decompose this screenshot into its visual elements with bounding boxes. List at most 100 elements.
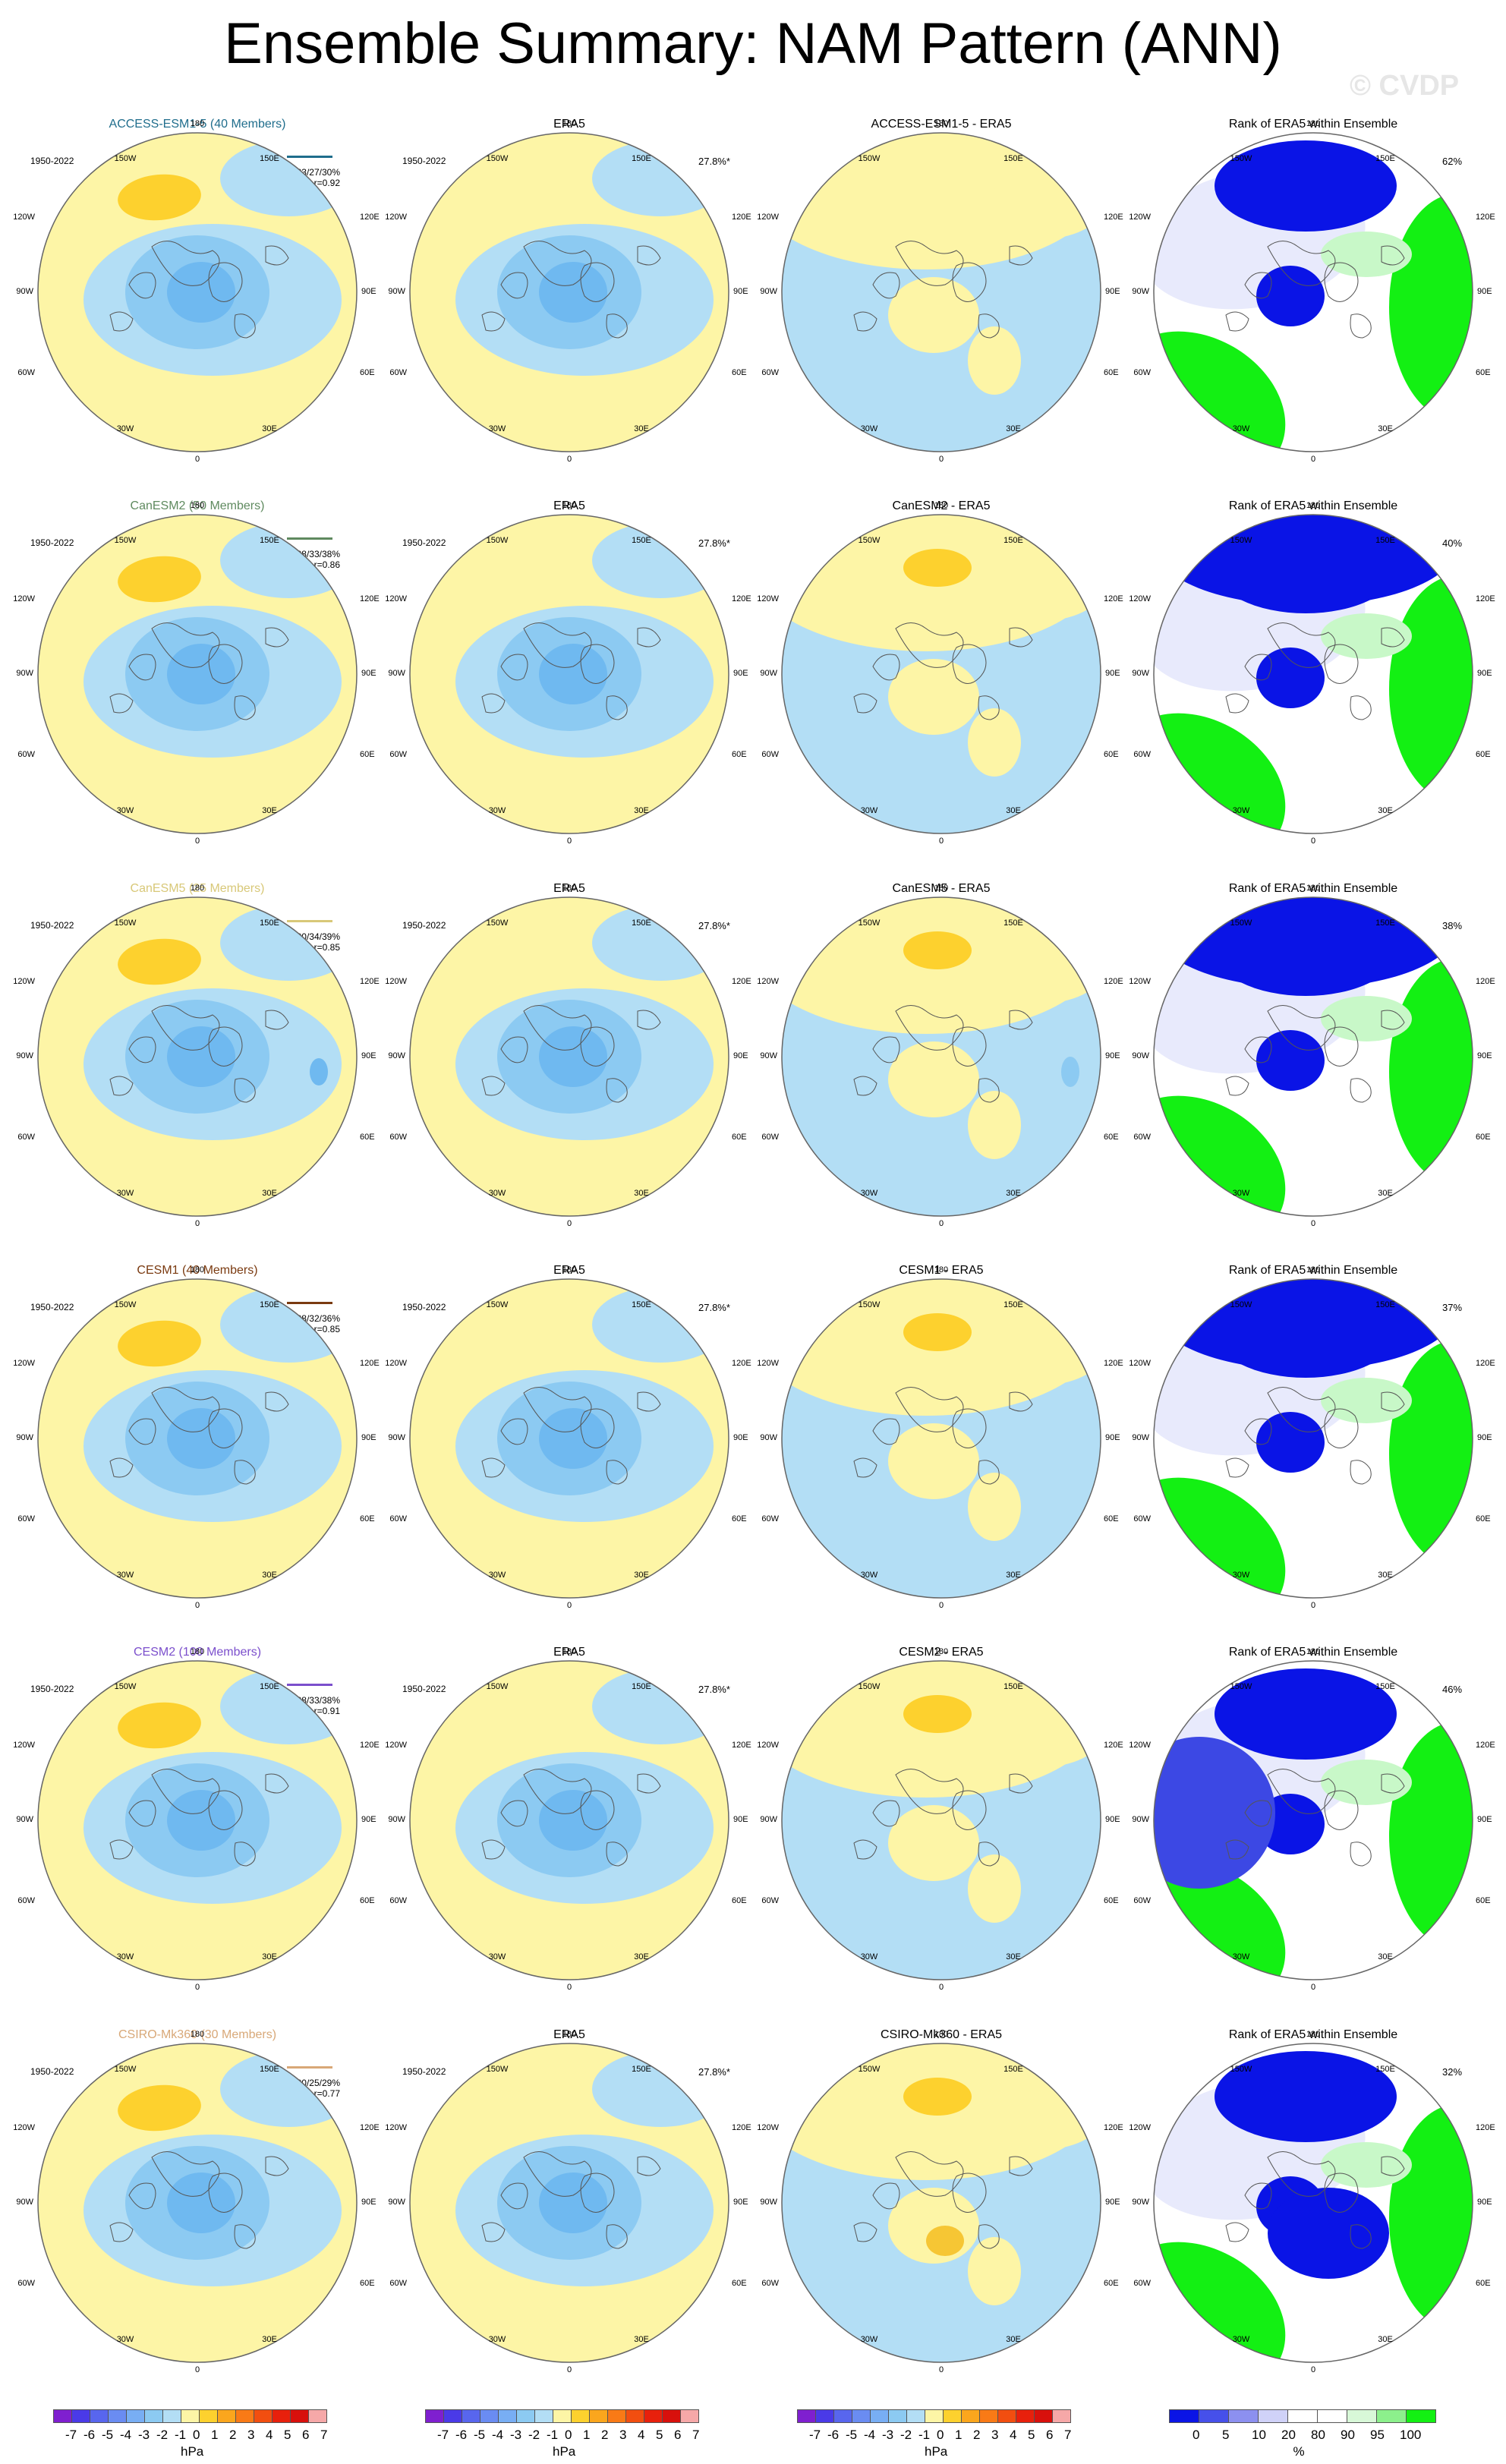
lon-label-90e: 90E	[361, 669, 376, 678]
panel-diff-row5: CESM2 - ERA5 180 150W 150E 120W 120E 90W 90E 60W…	[757, 1646, 1123, 1992]
coastline	[1244, 1418, 1272, 1445]
coastline	[580, 262, 615, 302]
panel-diff-row6: CSIRO-Mk360 - ERA5 180 150W 150E 120W 120E 90W…	[757, 2028, 1123, 2374]
colorbar-swatch	[1052, 2409, 1071, 2423]
negative-anomaly	[592, 140, 729, 216]
coastline	[978, 1078, 1000, 1103]
coastline	[265, 1010, 289, 1030]
panel-obs-row6: ERA5 1950-2022 27.8%* 180 150W 150E 120W 120E 90…	[385, 2028, 751, 2374]
rank-percent: 38%	[1442, 920, 1463, 931]
polar-map	[781, 514, 1101, 834]
positive-anomaly-strong	[903, 549, 972, 587]
lon-label-30e: 30E	[1378, 1189, 1393, 1198]
lon-label-60w: 60W	[17, 1514, 35, 1523]
period-label: 1950-2022	[402, 156, 446, 166]
colorbar-tick-label: 7	[1064, 2428, 1072, 2442]
panel-title: CESM1 - ERA5	[899, 1264, 984, 1277]
colorbar-tick-label: 6	[1046, 2428, 1054, 2442]
lon-label-150e: 150E	[632, 918, 651, 928]
colorbar-swatch	[90, 2409, 109, 2423]
colorbar-swatch	[498, 2409, 517, 2423]
panel-model-row2: CanESM2 (50 Members) 1950-2022 28/33/38% r=…	[13, 499, 379, 846]
lon-label-90e: 90E	[361, 1433, 376, 1442]
negative-anomaly	[220, 905, 357, 981]
explained-variance: 27.8%*	[698, 2066, 730, 2078]
map-boundary	[37, 2043, 358, 2363]
ensemble-stats: 28/33/38% r=0.86	[272, 537, 340, 570]
lon-label-30w: 30W	[1232, 1571, 1250, 1580]
lon-label-0: 0	[566, 1601, 572, 1610]
coastline	[208, 2173, 243, 2213]
lon-label-30w: 30W	[488, 2335, 506, 2344]
map-boundary	[37, 1278, 358, 1599]
coastline	[606, 2224, 628, 2249]
colorbar-tick-label: 5	[1222, 2428, 1230, 2442]
lon-label-60w: 60W	[389, 2279, 407, 2288]
rank-region-low	[1268, 2188, 1389, 2279]
coastline	[1009, 1010, 1033, 1030]
colorbar-tick-label: -1	[175, 2428, 187, 2442]
lon-label-120w: 120W	[1129, 977, 1151, 986]
negative-anomaly	[592, 1287, 729, 1363]
coastline	[481, 2222, 506, 2242]
lon-label-150w: 150W	[858, 154, 881, 163]
lon-label-180: 180	[934, 1265, 949, 1275]
lon-label-150w: 150W	[486, 1682, 509, 1691]
coastline	[637, 1391, 661, 1412]
rank-region-high	[1389, 1722, 1473, 1949]
lon-label-0: 0	[566, 837, 572, 846]
lon-label-30e: 30E	[262, 1189, 277, 1198]
pct-variance-range: 20/25/29%	[296, 2078, 340, 2088]
lon-label-60e: 60E	[1476, 368, 1491, 377]
ensemble-stats: 28/32/36% r=0.85	[272, 1302, 340, 1334]
lon-label-60e: 60E	[360, 2279, 375, 2288]
lon-label-150w: 150W	[486, 2065, 509, 2074]
lon-label-180: 180	[562, 119, 577, 128]
colorbar-swatch	[1406, 2409, 1436, 2423]
pattern-correlation: r=0.85	[313, 942, 340, 953]
lon-label-180: 180	[190, 1265, 205, 1275]
lon-label-90e: 90E	[1105, 1433, 1120, 1442]
positive-anomaly	[979, 1325, 1101, 1385]
coastline	[580, 1790, 615, 1830]
coastline	[853, 1457, 877, 1478]
rank-region-low	[1215, 140, 1397, 232]
lon-label-120e: 120E	[360, 213, 380, 222]
rank-region-low	[1215, 1668, 1397, 1760]
coastline	[606, 1460, 628, 1485]
lon-label-60e: 60E	[360, 750, 375, 759]
lon-label-120w: 120W	[385, 977, 407, 986]
rank-region-high	[1389, 958, 1473, 1186]
panel-obs-row3: ERA5 1950-2022 27.8%* 180 150W 150E 120W 120E 90…	[385, 882, 751, 1228]
coastline	[234, 2224, 256, 2249]
rank-region-low	[1154, 897, 1457, 988]
negative-anomaly-strong	[167, 2173, 235, 2233]
coastline	[109, 1076, 134, 1096]
lon-label-60e: 60E	[732, 1896, 747, 1905]
lon-label-120w: 120W	[757, 977, 779, 986]
lon-label-60e: 60E	[360, 1514, 375, 1523]
positive-anomaly	[979, 2089, 1101, 2150]
lon-label-60w: 60W	[17, 1896, 35, 1905]
lon-label-120w: 120W	[385, 2123, 407, 2132]
lon-label-30e: 30E	[634, 1952, 649, 1961]
coastline	[1009, 1391, 1033, 1412]
lon-label-180: 180	[562, 884, 577, 893]
colorbar-tick-label: -5	[846, 2428, 858, 2442]
lon-label-90w: 90W	[388, 1433, 405, 1442]
lon-label-150w: 150W	[114, 2065, 137, 2074]
panel-title: ERA5	[553, 118, 585, 131]
lon-label-150w: 150W	[1230, 1682, 1252, 1691]
lon-label-30w: 30W	[116, 1952, 134, 1961]
polar-map	[781, 2043, 1101, 2363]
positive-anomaly-strong	[903, 1313, 972, 1351]
panel-title: Rank of ERA5 within Ensemble	[1228, 1264, 1398, 1277]
lon-label-30e: 30E	[1006, 806, 1021, 815]
positive-anomaly-strong	[903, 2078, 972, 2116]
lon-label-150e: 150E	[1375, 918, 1395, 928]
lon-label-180: 180	[562, 501, 577, 510]
panel-title: ERA5	[553, 499, 585, 512]
lon-label-90w: 90W	[1132, 1051, 1149, 1060]
lon-label-0: 0	[194, 1219, 200, 1228]
panel-obs-row5: ERA5 1950-2022 27.8%* 180 150W 150E 120W 120E 90…	[385, 1646, 751, 1992]
